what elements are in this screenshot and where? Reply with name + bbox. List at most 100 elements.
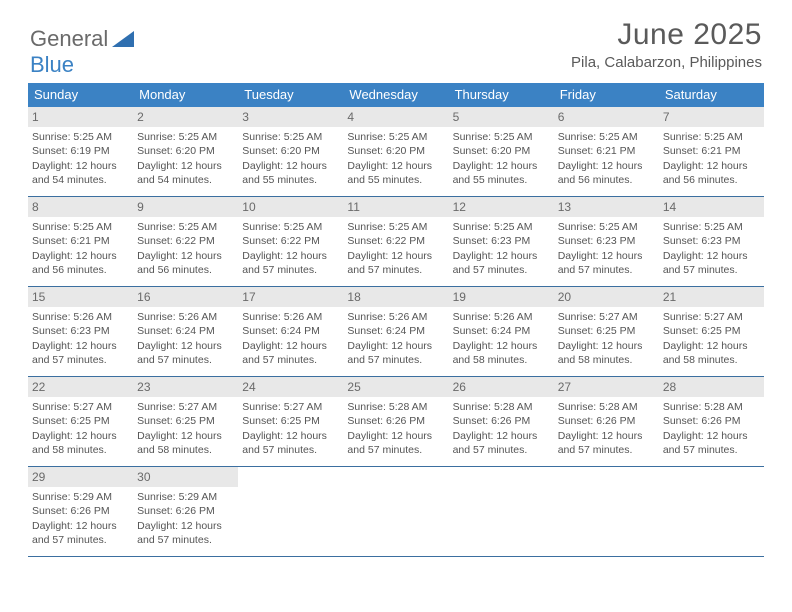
sunset-line: Sunset: 6:20 PM <box>137 144 234 158</box>
day-number: 28 <box>659 377 764 397</box>
day-number: 16 <box>133 287 238 307</box>
day-cell: 4Sunrise: 5:25 AMSunset: 6:20 PMDaylight… <box>343 107 448 196</box>
sunrise-line: Sunrise: 5:27 AM <box>558 310 655 324</box>
day-number: 22 <box>28 377 133 397</box>
sunrise-line: Sunrise: 5:26 AM <box>137 310 234 324</box>
sunrise-line: Sunrise: 5:27 AM <box>242 400 339 414</box>
day-number: 23 <box>133 377 238 397</box>
day-cell: 29Sunrise: 5:29 AMSunset: 6:26 PMDayligh… <box>28 467 133 556</box>
sunrise-line: Sunrise: 5:26 AM <box>242 310 339 324</box>
sunset-line: Sunset: 6:25 PM <box>32 414 129 428</box>
sunrise-line: Sunrise: 5:27 AM <box>32 400 129 414</box>
daylight-line: Daylight: 12 hours and 54 minutes. <box>32 159 129 187</box>
daylight-line: Daylight: 12 hours and 57 minutes. <box>242 249 339 277</box>
sunset-line: Sunset: 6:22 PM <box>347 234 444 248</box>
sunset-line: Sunset: 6:20 PM <box>347 144 444 158</box>
sunset-line: Sunset: 6:25 PM <box>137 414 234 428</box>
sunrise-line: Sunrise: 5:25 AM <box>242 220 339 234</box>
week-row: 15Sunrise: 5:26 AMSunset: 6:23 PMDayligh… <box>28 287 764 377</box>
sunrise-line: Sunrise: 5:25 AM <box>663 220 760 234</box>
day-number: 13 <box>554 197 659 217</box>
sunset-line: Sunset: 6:21 PM <box>32 234 129 248</box>
sunset-line: Sunset: 6:21 PM <box>558 144 655 158</box>
daylight-line: Daylight: 12 hours and 57 minutes. <box>242 339 339 367</box>
sunrise-line: Sunrise: 5:25 AM <box>137 220 234 234</box>
sunset-line: Sunset: 6:23 PM <box>663 234 760 248</box>
sunrise-line: Sunrise: 5:28 AM <box>347 400 444 414</box>
daylight-line: Daylight: 12 hours and 57 minutes. <box>453 249 550 277</box>
sunset-line: Sunset: 6:26 PM <box>137 504 234 518</box>
day-cell-empty <box>343 467 448 556</box>
daylight-line: Daylight: 12 hours and 57 minutes. <box>137 519 234 547</box>
logo-word-1: General <box>30 26 108 52</box>
day-number: 8 <box>28 197 133 217</box>
day-number: 2 <box>133 107 238 127</box>
day-number: 14 <box>659 197 764 217</box>
title-block: June 2025 Pila, Calabarzon, Philippines <box>571 18 762 71</box>
sunrise-line: Sunrise: 5:25 AM <box>453 130 550 144</box>
day-number: 20 <box>554 287 659 307</box>
daylight-line: Daylight: 12 hours and 57 minutes. <box>347 429 444 457</box>
sunrise-line: Sunrise: 5:26 AM <box>32 310 129 324</box>
day-cell: 9Sunrise: 5:25 AMSunset: 6:22 PMDaylight… <box>133 197 238 286</box>
sunrise-line: Sunrise: 5:28 AM <box>558 400 655 414</box>
day-cell: 10Sunrise: 5:25 AMSunset: 6:22 PMDayligh… <box>238 197 343 286</box>
day-number: 11 <box>343 197 448 217</box>
week-row: 8 Sunrise: 5:25 AM Sunset: 6:21 PM Daylight… <box>28 197 764 287</box>
sunrise-line: Sunrise: 5:27 AM <box>663 310 760 324</box>
weekday-header: Wednesday <box>343 83 448 107</box>
daylight-line: Daylight: 12 hours and 57 minutes. <box>242 429 339 457</box>
daylight-line: Daylight: 12 hours and 56 minutes. <box>663 159 760 187</box>
sunrise-line: Sunrise: 5:28 AM <box>453 400 550 414</box>
sunrise-line: Sunrise: 5:27 AM <box>137 400 234 414</box>
day-cell-empty <box>449 467 554 556</box>
page-header: General June 2025 Pila, Calabarzon, Phil… <box>0 0 792 75</box>
sunrise-line: Sunrise: 5:29 AM <box>32 490 129 504</box>
daylight-line: Daylight: 12 hours and 57 minutes. <box>663 429 760 457</box>
day-cell: 22Sunrise: 5:27 AMSunset: 6:25 PMDayligh… <box>28 377 133 466</box>
daylight-line: Daylight: 12 hours and 57 minutes. <box>137 339 234 367</box>
calendar: SundayMondayTuesdayWednesdayThursdayFrid… <box>28 83 764 557</box>
day-cell: 23Sunrise: 5:27 AMSunset: 6:25 PMDayligh… <box>133 377 238 466</box>
month-title: June 2025 <box>571 18 762 52</box>
sunset-line: Sunset: 6:21 PM <box>663 144 760 158</box>
day-cell: 21Sunrise: 5:27 AMSunset: 6:25 PMDayligh… <box>659 287 764 376</box>
weekday-header: Sunday <box>28 83 133 107</box>
day-number: 17 <box>238 287 343 307</box>
day-cell: 27Sunrise: 5:28 AMSunset: 6:26 PMDayligh… <box>554 377 659 466</box>
day-number: 15 <box>28 287 133 307</box>
day-cell: 1Sunrise: 5:25 AMSunset: 6:19 PMDaylight… <box>28 107 133 196</box>
sunset-line: Sunset: 6:23 PM <box>453 234 550 248</box>
day-number: 4 <box>343 107 448 127</box>
day-cell: 24Sunrise: 5:27 AMSunset: 6:25 PMDayligh… <box>238 377 343 466</box>
day-number: 25 <box>343 377 448 397</box>
sunset-line: Sunset: 6:20 PM <box>242 144 339 158</box>
day-cell: 6Sunrise: 5:25 AMSunset: 6:21 PMDaylight… <box>554 107 659 196</box>
day-cell-empty <box>554 467 659 556</box>
day-number: 3 <box>238 107 343 127</box>
day-cell: 11Sunrise: 5:25 AMSunset: 6:22 PMDayligh… <box>343 197 448 286</box>
day-cell: 19Sunrise: 5:26 AMSunset: 6:24 PMDayligh… <box>449 287 554 376</box>
day-cell: 13Sunrise: 5:25 AMSunset: 6:23 PMDayligh… <box>554 197 659 286</box>
day-number: 1 <box>28 107 133 127</box>
weeks-container: 1Sunrise: 5:25 AMSunset: 6:19 PMDaylight… <box>28 107 764 557</box>
day-cell: 25Sunrise: 5:28 AMSunset: 6:26 PMDayligh… <box>343 377 448 466</box>
day-number: 30 <box>133 467 238 487</box>
sunset-line: Sunset: 6:23 PM <box>558 234 655 248</box>
sunset-line: Sunset: 6:23 PM <box>32 324 129 338</box>
sunset-line: Sunset: 6:20 PM <box>453 144 550 158</box>
daylight-line: Daylight: 12 hours and 55 minutes. <box>453 159 550 187</box>
day-number: 27 <box>554 377 659 397</box>
week-row: 1Sunrise: 5:25 AMSunset: 6:19 PMDaylight… <box>28 107 764 197</box>
day-number: 19 <box>449 287 554 307</box>
sunset-line: Sunset: 6:26 PM <box>32 504 129 518</box>
sunrise-line: Sunrise: 5:25 AM <box>347 220 444 234</box>
sunset-line: Sunset: 6:25 PM <box>558 324 655 338</box>
sunset-line: Sunset: 6:24 PM <box>453 324 550 338</box>
day-number: 12 <box>449 197 554 217</box>
location-text: Pila, Calabarzon, Philippines <box>571 54 762 71</box>
daylight-line: Daylight: 12 hours and 56 minutes. <box>558 159 655 187</box>
sunrise-line: Sunrise: 5:25 AM <box>32 130 129 144</box>
day-cell: 18Sunrise: 5:26 AMSunset: 6:24 PMDayligh… <box>343 287 448 376</box>
sunset-line: Sunset: 6:24 PM <box>137 324 234 338</box>
